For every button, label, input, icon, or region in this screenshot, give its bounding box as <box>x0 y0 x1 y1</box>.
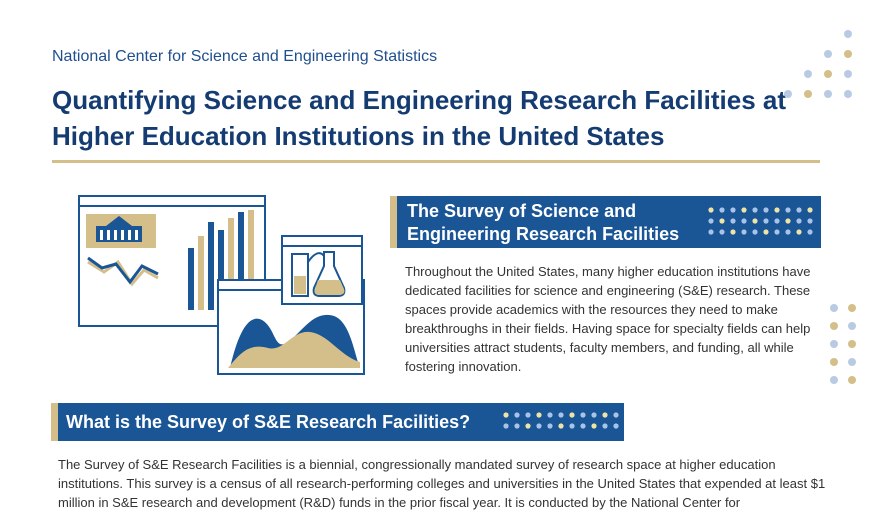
decorative-dot <box>848 376 856 384</box>
decorative-dot <box>824 70 832 78</box>
bar-chart-icon <box>188 210 254 310</box>
decorative-dot <box>763 218 769 224</box>
university-building-icon <box>86 214 156 248</box>
decorative-dot <box>719 229 725 235</box>
decorative-dot <box>730 229 736 235</box>
decorative-dot <box>830 376 838 384</box>
decorative-dot <box>830 304 838 312</box>
decorative-dot <box>730 218 736 224</box>
decorative-dot <box>525 423 531 429</box>
decorative-dot <box>525 412 531 418</box>
section-body-what-is: The Survey of S&E Research Facilities is… <box>58 457 826 510</box>
decorative-dot <box>613 412 619 418</box>
decorative-dot <box>844 50 852 58</box>
decorative-dot <box>741 207 747 213</box>
decorative-dot <box>824 90 832 98</box>
section-heading-line2: Engineering Research Facilities <box>407 224 680 244</box>
decorative-dot <box>503 412 509 418</box>
page-title: Quantifying Science and Engineering Rese… <box>52 85 786 151</box>
decorative-dot <box>719 207 725 213</box>
decorative-dot <box>774 229 780 235</box>
decorative-dot <box>848 340 856 348</box>
decorative-dot <box>558 412 564 418</box>
decorative-dot <box>580 412 586 418</box>
decorative-dot <box>807 218 813 224</box>
decorative-dot <box>763 207 769 213</box>
decorative-dot <box>796 218 802 224</box>
decorative-dot <box>514 412 520 418</box>
decorative-dot <box>784 90 792 98</box>
decorative-dot <box>807 229 813 235</box>
decorative-dot <box>730 207 736 213</box>
decorative-dot <box>569 412 575 418</box>
decorative-dot <box>785 207 791 213</box>
research-illustration <box>78 195 365 375</box>
decorative-dot <box>774 207 780 213</box>
decorative-dot <box>547 412 553 418</box>
decorative-dot <box>796 207 802 213</box>
decorative-dot <box>536 423 542 429</box>
section-heading-what-is: What is the Survey of S&E Research Facil… <box>51 403 624 441</box>
area-chart-icon <box>228 314 360 368</box>
decorative-dot <box>830 358 838 366</box>
decorative-dot <box>824 50 832 58</box>
decorative-dot <box>741 218 747 224</box>
decorative-dot <box>807 207 813 213</box>
section-heading-survey: The Survey of Science and Engineering Re… <box>390 196 821 248</box>
decorative-dot <box>844 90 852 98</box>
decorative-dot <box>613 423 619 429</box>
agency-name: National Center for Science and Engineer… <box>52 48 438 65</box>
decorative-dot <box>602 412 608 418</box>
line-chart-icon <box>87 256 159 287</box>
decorative-dot <box>580 423 586 429</box>
heading-accent-bar <box>390 196 397 248</box>
lab-flask-icon <box>291 251 346 297</box>
decorative-dot <box>503 423 509 429</box>
decorative-dot <box>785 229 791 235</box>
decorative-dot <box>558 423 564 429</box>
decorative-dot <box>804 90 812 98</box>
decorative-dot <box>844 30 852 38</box>
decorative-dot <box>591 412 597 418</box>
decorative-dot <box>708 218 714 224</box>
decorative-dot <box>796 229 802 235</box>
decorative-dot <box>848 358 856 366</box>
decorative-dot <box>708 207 714 213</box>
section-heading-line1: The Survey of Science and <box>407 201 637 221</box>
decorative-dot <box>752 229 758 235</box>
decorative-dot <box>844 70 852 78</box>
decorative-dot <box>708 229 714 235</box>
decorative-dot <box>804 70 812 78</box>
section-body-survey: Throughout the United States, many highe… <box>405 264 811 374</box>
decorative-dot <box>763 229 769 235</box>
decorative-dot <box>591 423 597 429</box>
decorative-dot <box>752 207 758 213</box>
title-divider <box>52 160 820 163</box>
decorative-dot <box>848 304 856 312</box>
decorative-dot <box>719 218 725 224</box>
heading-accent-bar <box>51 403 58 441</box>
decorative-dot <box>514 423 520 429</box>
decorative-dot <box>547 423 553 429</box>
decorative-dot <box>785 218 791 224</box>
decorative-dots-top <box>784 30 852 98</box>
heading-dots <box>503 412 619 429</box>
section-heading-text: What is the Survey of S&E Research Facil… <box>66 412 471 432</box>
decorative-dot <box>774 218 780 224</box>
decorative-dot <box>830 340 838 348</box>
decorative-dot <box>741 229 747 235</box>
decorative-dot <box>830 322 838 330</box>
decorative-dot <box>848 322 856 330</box>
decorative-dot <box>536 412 542 418</box>
decorative-dots-right <box>830 304 856 384</box>
decorative-dot <box>752 218 758 224</box>
heading-dots <box>708 207 813 235</box>
decorative-dot <box>569 423 575 429</box>
decorative-dot <box>602 423 608 429</box>
